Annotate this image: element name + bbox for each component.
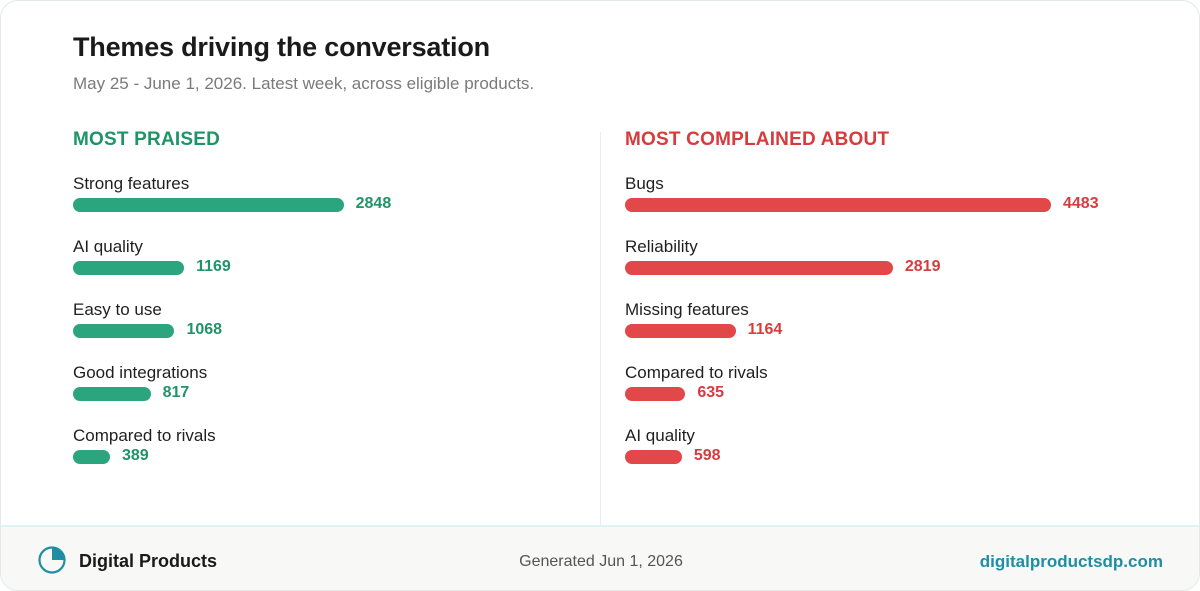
praised-category-label: Strong features <box>73 174 190 193</box>
praised-value-label: 389 <box>121 447 149 464</box>
complaint-row: Compared to rivals 635 <box>625 363 1165 426</box>
brand-name: Digital Products <box>79 551 218 571</box>
page-title: Themes driving the conversation <box>73 32 490 62</box>
panel-divider <box>600 132 601 525</box>
praised-bar <box>73 324 175 338</box>
praised-bar <box>73 198 344 212</box>
complaint-category-label: Compared to rivals <box>625 363 768 382</box>
praised-category-label: AI quality <box>73 237 143 256</box>
pie-chart-icon <box>38 546 66 574</box>
complaint-bar <box>625 450 682 464</box>
complaint-value-label: 635 <box>697 384 725 401</box>
praised-bar <box>73 387 151 401</box>
complaints-panel: MOST COMPLAINED ABOUT Bugs 4483 Reliabilit… <box>625 129 1165 489</box>
praised-row: Compared to rivals 389 <box>73 426 573 489</box>
praised-category-label: Easy to use <box>73 300 162 319</box>
complaints-bar-list: Bugs 4483 Reliability 2819 Missing features 1… <box>625 174 1165 489</box>
complaint-row: Missing features 1164 <box>625 300 1165 363</box>
praised-panel: MOST PRAISED Strong features 2848 AI quali… <box>73 129 573 489</box>
complaint-bar <box>625 261 893 275</box>
footer: Digital Products Generated Jun 1, 2026 d… <box>1 525 1199 590</box>
complaint-value-label: 1164 <box>747 321 783 338</box>
praised-row: AI quality 1169 <box>73 237 573 300</box>
complaint-value-label: 4483 <box>1063 195 1099 212</box>
site-link[interactable]: digitalproductsdp.com <box>979 552 1163 571</box>
complaint-row: Bugs 4483 <box>625 174 1165 237</box>
praised-bar <box>73 450 110 464</box>
complaint-row: Reliability 2819 <box>625 237 1165 300</box>
complaint-category-label: Missing features <box>625 300 749 319</box>
complaint-row: AI quality 598 <box>625 426 1165 489</box>
praised-row: Good integrations 817 <box>73 363 573 426</box>
complaint-category-label: Bugs <box>625 174 664 193</box>
complaint-value-label: 2819 <box>904 258 941 275</box>
complaints-heading: MOST COMPLAINED ABOUT <box>625 129 890 150</box>
praised-bar-list: Strong features 2848 AI quality 1169 Easy to… <box>73 174 573 489</box>
praised-bar <box>73 261 185 275</box>
praised-category-label: Compared to rivals <box>73 426 216 445</box>
complaint-value-label: 598 <box>693 447 721 464</box>
complaint-bar <box>625 387 686 401</box>
complaint-category-label: AI quality <box>625 426 695 445</box>
praised-value-label: 817 <box>162 384 190 401</box>
praised-heading: MOST PRAISED <box>73 129 221 150</box>
praised-value-label: 1169 <box>196 258 231 275</box>
complaint-bar <box>625 198 1051 212</box>
praised-value-label: 1068 <box>186 321 223 338</box>
praised-row: Strong features 2848 <box>73 174 573 237</box>
page-subtitle: May 25 - June 1, 2026. Latest week, acro… <box>73 74 535 93</box>
generated-date: Generated Jun 1, 2026 <box>519 553 683 570</box>
complaint-category-label: Reliability <box>625 237 698 256</box>
praised-category-label: Good integrations <box>73 363 208 382</box>
praised-value-label: 2848 <box>355 195 392 212</box>
praised-row: Easy to use 1068 <box>73 300 573 363</box>
complaint-bar <box>625 324 736 338</box>
